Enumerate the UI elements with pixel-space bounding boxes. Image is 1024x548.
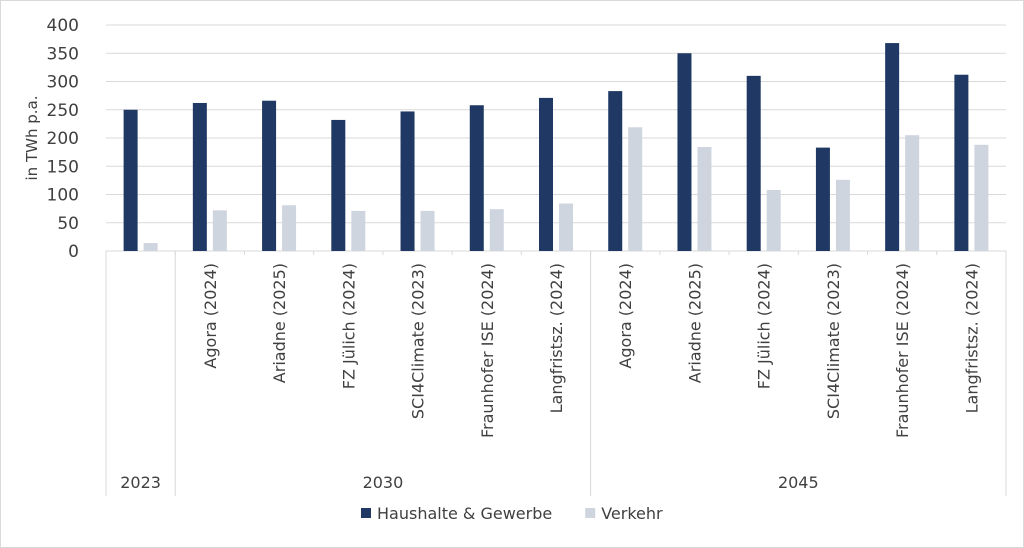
bar-verkehr [559,203,573,251]
bar-verkehr [351,210,366,251]
group-label: 2030 [363,473,404,492]
bar-haushalte [608,91,623,251]
y-tick-label: 0 [68,242,79,262]
category-label: SCI4Climate (2023) [409,263,428,419]
legend-label: Haushalte & Gewerbe [377,504,552,523]
category-label: SCI4Climate (2023) [824,263,843,419]
bar-verkehr [835,179,850,251]
bar-haushalte [192,102,207,251]
bar-verkehr [628,127,643,251]
bar-haushalte [331,119,346,251]
category-label: Fraunhofer ISE (2024) [478,263,497,438]
legend-swatch [361,508,371,518]
category-label: Agora (2024) [201,263,220,369]
bar-haushalte [954,74,969,251]
bar-haushalte [746,75,761,251]
category-label: Langfristsz. (2024) [962,263,981,413]
legend-label: Verkehr [601,504,663,523]
category-label: Agora (2024) [616,263,635,369]
bar-haushalte [677,53,692,251]
bar-haushalte [885,43,900,251]
category-label: Langfristsz. (2024) [547,263,566,413]
y-tick-label: 250 [47,101,79,121]
bar-verkehr [974,144,989,251]
group-label: 2045 [778,473,819,492]
y-tick-label: 50 [57,214,79,234]
bar-verkehr [766,189,781,251]
bar-haushalte [815,147,830,251]
y-tick-label: 150 [47,157,79,177]
bar-verkehr [905,135,920,251]
bar-haushalte [539,97,553,251]
y-tick-label: 200 [47,129,79,149]
bar-verkehr [143,243,158,251]
legend-swatch [585,508,596,518]
bar-verkehr [420,210,435,251]
bar-haushalte [469,105,484,251]
category-label: Fraunhofer ISE (2024) [893,263,912,438]
y-tick-label: 300 [47,73,79,93]
category-label: FZ Jülich (2024) [339,263,358,389]
y-tick-label: 400 [47,16,79,36]
y-axis-label: in TWh p.a. [23,96,41,181]
category-label: FZ Jülich (2024) [755,263,774,389]
bar-haushalte [400,111,415,251]
category-label: Ariadne (2025) [270,263,289,383]
y-tick-label: 350 [47,44,79,64]
bar-haushalte [262,100,277,252]
bar-verkehr [697,147,712,251]
bar-verkehr [282,205,297,251]
bar-verkehr [212,210,227,251]
y-tick-label: 100 [47,186,79,206]
bar-haushalte [123,109,138,251]
group-label: 2023 [120,473,161,492]
bar-verkehr [489,209,504,251]
category-label: Ariadne (2025) [685,263,704,383]
